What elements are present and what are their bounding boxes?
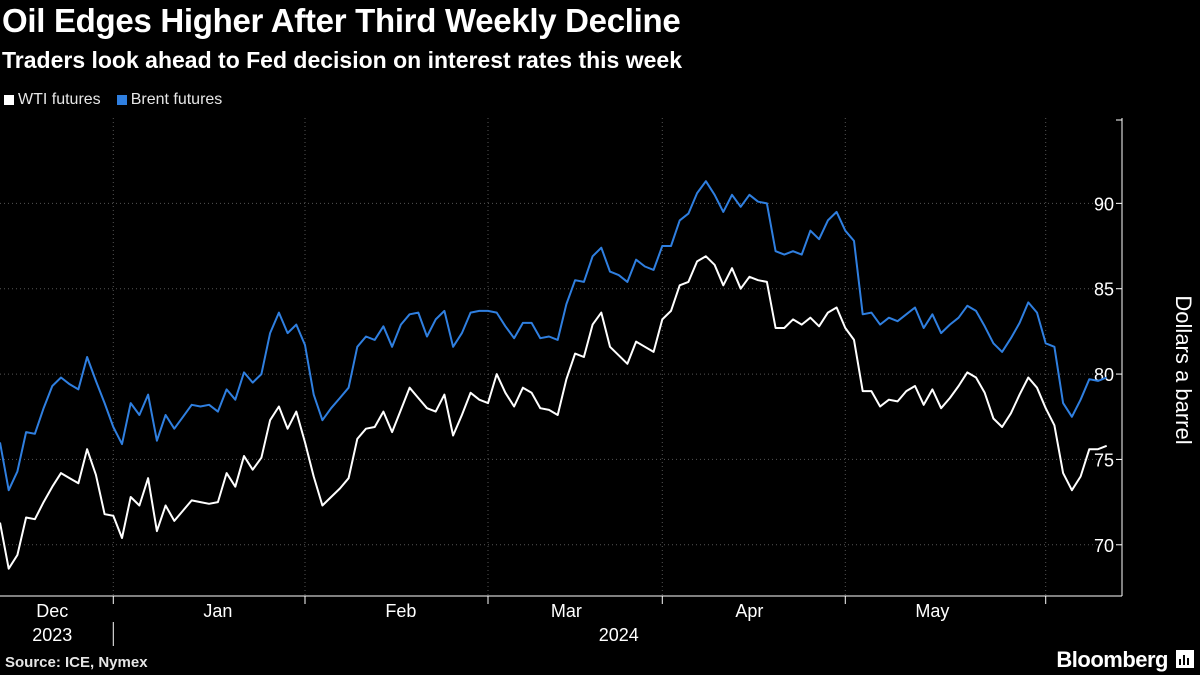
y-tick-label: 80 bbox=[1094, 365, 1114, 385]
bloomberg-logo: Bloomberg bbox=[1056, 647, 1168, 672]
legend-item-brent: Brent futures bbox=[116, 91, 223, 109]
wti-series-line bbox=[0, 255, 1108, 570]
source-note: Source: ICE, Nymex bbox=[5, 654, 148, 671]
chart-title: Oil Edges Higher After Third Weekly Decl… bbox=[2, 2, 681, 39]
x-tick-label: Dec bbox=[36, 601, 68, 621]
x-tick-label: Jan bbox=[203, 601, 232, 621]
year-label: 2023 bbox=[32, 625, 72, 645]
y-axis-label: Dollars a barrel bbox=[1171, 295, 1196, 444]
x-tick-label: May bbox=[915, 601, 949, 621]
bloomberg-chart-icon bbox=[1176, 650, 1194, 668]
x-tick-label: Mar bbox=[551, 601, 582, 621]
legend-swatch-brent bbox=[116, 95, 127, 105]
chart-legend: WTI futures Brent futures bbox=[4, 91, 222, 109]
y-tick-label: 90 bbox=[1094, 194, 1114, 214]
legend-label-brent: Brent futures bbox=[130, 91, 223, 108]
y-tick-label: 85 bbox=[1094, 280, 1114, 300]
chart-subtitle: Traders look ahead to Fed decision on in… bbox=[2, 47, 682, 73]
legend-item-wti: WTI futures bbox=[4, 91, 101, 109]
legend-label-wti: WTI futures bbox=[18, 91, 101, 108]
year-label: 2024 bbox=[599, 625, 639, 645]
x-tick-label: Feb bbox=[385, 601, 416, 621]
x-tick-label: Apr bbox=[735, 601, 763, 621]
brent-series-line bbox=[0, 180, 1108, 492]
y-tick-label: 70 bbox=[1094, 536, 1114, 556]
legend-swatch-wti bbox=[4, 95, 14, 105]
y-tick-label: 75 bbox=[1094, 450, 1114, 470]
